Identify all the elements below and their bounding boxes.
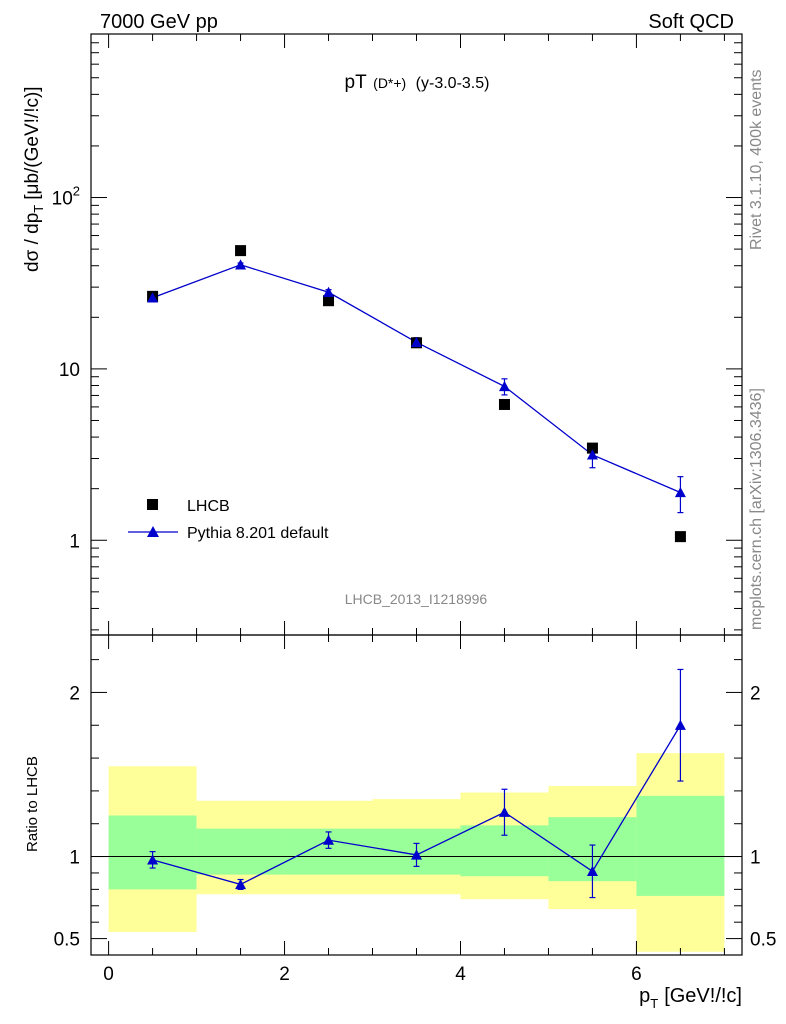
data-point: [323, 295, 335, 307]
data-point: [586, 442, 598, 454]
main-ylabel-unit: [μb/(GeV!/!c)]: [22, 86, 43, 199]
ratio-mc-point: [411, 849, 422, 860]
main-y-tick-label: 1: [69, 531, 80, 552]
data-point: [235, 245, 247, 257]
mc-point: [323, 286, 335, 297]
title-particle: (D*+): [373, 75, 406, 91]
plot-title: pT (D*+) (y-3.0-3.5): [345, 72, 490, 93]
title-cut: (y-3.0-3.5): [416, 75, 490, 92]
main-ylabel-text: dσ / dp: [22, 213, 43, 272]
ratio-mc-point: [586, 865, 598, 876]
legend-data-marker: [147, 499, 158, 510]
legend-mc-label: Pythia 8.201 default: [187, 525, 329, 542]
legend-data-label: LHCB: [187, 498, 230, 515]
header-right: Soft QCD: [648, 11, 734, 33]
main-y-tick-label: 102: [52, 184, 80, 210]
x-tick-label: 2: [279, 964, 290, 985]
ratio-mc-point: [235, 878, 247, 890]
mc-point: [411, 336, 422, 347]
ratio-mc-point: [323, 834, 335, 845]
ratio-y-tick-label-right: 2: [750, 683, 761, 704]
data-point: [674, 531, 686, 543]
ratio-band-inner: [636, 795, 725, 896]
x-axis-label-unit: [GeV!/!c]: [664, 985, 742, 1007]
mc-line: [152, 264, 681, 494]
x-axis-label-sub: T: [650, 996, 658, 1011]
main-ylabel-sub: T: [31, 205, 46, 213]
mc-point: [147, 292, 159, 303]
analysis-id: LHCB_2013_I1218996: [345, 591, 488, 607]
ratio-mc-point: [147, 854, 159, 865]
ratio-y-tick-label: 2: [69, 683, 80, 704]
mcplots-label: mcplots.cern.ch [arXiv:1306.3436]: [748, 388, 765, 630]
mc-point: [674, 486, 686, 498]
ratio-ylabel: Ratio to LHCB: [24, 756, 41, 852]
legend: LHCB Pythia 8.201 default: [128, 498, 329, 542]
x-axis-label: pT [GeV!/!c]: [639, 985, 742, 1011]
main-frame: [90, 33, 743, 636]
x-tick-label: 6: [631, 964, 642, 985]
mc-point: [498, 380, 510, 392]
ratio-mc-point: [674, 719, 686, 730]
rivet-label: Rivet 3.1.10, 400k events: [748, 69, 765, 250]
ratio-band-inner: [196, 828, 285, 875]
x-tick-label: 0: [103, 964, 114, 985]
main-ylabel: dσ / dpT [μb/(GeV!/!c)]: [22, 86, 46, 272]
data-point: [498, 398, 510, 410]
mc-point: [586, 449, 598, 460]
main-y-tick-label: 10: [59, 360, 80, 381]
title-main: pT: [345, 72, 368, 93]
legend-mc-marker: [147, 526, 159, 537]
ratio-mc-point: [498, 806, 510, 817]
main-y-tick-exponent: 2: [73, 184, 80, 199]
mc-point: [235, 259, 247, 270]
ratio-y-tick-label-right: 0.5: [750, 930, 776, 951]
main-y-tick-base: 10: [52, 189, 73, 210]
ratio-y-tick-label: 1: [69, 848, 80, 869]
ratio-y-tick-label: 0.5: [54, 930, 80, 951]
x-tick-label: 4: [455, 964, 466, 985]
x-axis-label-p: p: [639, 985, 650, 1007]
ratio-y-tick-label-right: 1: [750, 848, 761, 869]
header-left: 7000 GeV pp: [100, 11, 218, 33]
